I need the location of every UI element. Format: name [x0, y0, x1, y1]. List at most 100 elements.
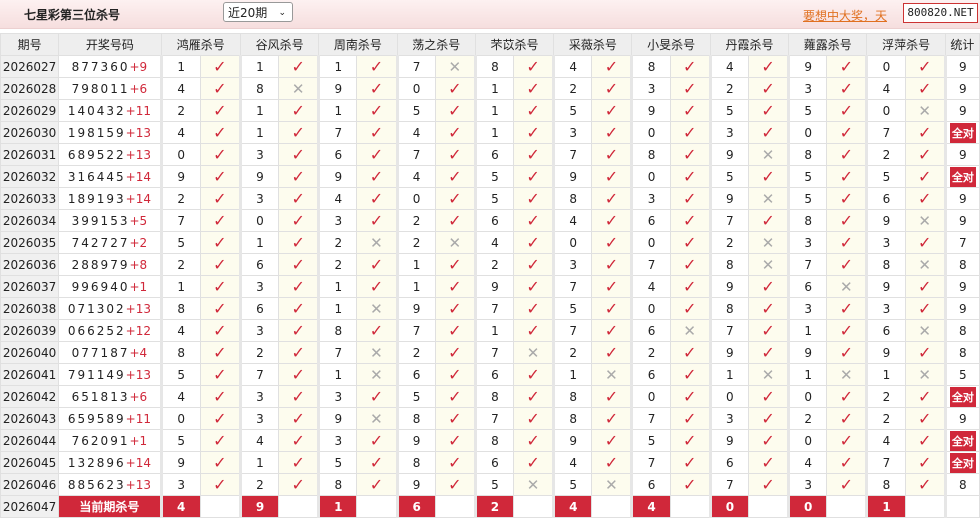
- result-mark-cell: ✕: [356, 407, 398, 430]
- current-kill-value: 1: [865, 495, 906, 518]
- result-mark-cell: ✓: [434, 429, 476, 452]
- check-icon: ✓: [604, 233, 619, 252]
- stat-value: 9: [959, 81, 967, 96]
- kill-value: 3: [238, 407, 280, 430]
- result-mark-cell: ✓: [669, 429, 711, 452]
- table-row: 2026039 066252+12 4 ✓ 3 ✓ 8 ✓ 7 ✓ 1 ✓ 7 ✓ 6 ✕ 7 ✓ 1 ✓ 6 ✕ 8: [0, 319, 980, 342]
- current-kill-value: 4: [159, 495, 201, 518]
- kill-value: 1: [787, 363, 828, 386]
- kill-value: 8: [473, 385, 515, 408]
- check-icon: ✓: [526, 299, 540, 318]
- kill-value: 1: [473, 319, 515, 342]
- draw-numbers-cell: 071302+13: [58, 297, 162, 320]
- kill-value: 0: [630, 297, 671, 320]
- kill-value: 4: [395, 121, 436, 144]
- kill-value: 5: [787, 165, 828, 188]
- result-mark-cell: ✓: [356, 275, 398, 298]
- result-mark-cell: ✕: [356, 231, 398, 254]
- check-icon: ✓: [761, 79, 775, 98]
- result-mark-cell: ✓: [434, 187, 476, 210]
- result-mark-cell: ✓: [591, 407, 633, 430]
- check-icon: ✓: [683, 387, 697, 406]
- draw-numbers: 877360: [71, 59, 130, 74]
- cross-icon: ✕: [370, 299, 383, 318]
- result-mark-cell: ✓: [826, 165, 868, 188]
- result-mark-cell: ✕: [747, 253, 790, 276]
- kill-value: 0: [787, 385, 828, 408]
- period-range-select[interactable]: 近20期 ⌄: [223, 2, 293, 22]
- period-cell: 2026034: [0, 209, 60, 232]
- check-icon: ✓: [369, 101, 384, 120]
- check-icon: ✓: [683, 475, 697, 494]
- result-mark-cell: ✓: [669, 77, 711, 100]
- draw-sum: +4: [129, 345, 148, 360]
- draw-sum: +1: [129, 433, 148, 448]
- result-mark-cell: ✕: [904, 99, 946, 122]
- result-mark-cell: ✓: [434, 209, 476, 232]
- check-icon: ✓: [526, 233, 540, 252]
- kill-value: 3: [865, 231, 906, 254]
- result-mark-cell: ✓: [669, 275, 711, 298]
- check-icon: ✓: [369, 431, 384, 450]
- result-mark-cell: ✓: [512, 121, 555, 144]
- result-mark-cell: ✓: [278, 121, 320, 144]
- table-row: 2026030 198159+13 4 ✓ 1 ✓ 7 ✓ 4 ✓ 1 ✓ 3 ✓ 0 ✓ 3 ✓ 0 ✓ 7 ✓ 全对: [0, 121, 980, 144]
- check-icon: ✓: [604, 321, 619, 340]
- kill-value: 9: [865, 275, 906, 298]
- kill-value: 1: [395, 253, 436, 276]
- cross-icon: ✕: [761, 255, 775, 274]
- cross-icon: ✕: [370, 343, 383, 362]
- kill-value: 3: [317, 209, 358, 232]
- kill-value: 2: [865, 385, 906, 408]
- draw-numbers: 066252: [67, 323, 126, 338]
- result-mark-cell: ✓: [434, 319, 476, 342]
- kill-value: 7: [787, 253, 828, 276]
- result-mark-cell: ✓: [199, 385, 241, 408]
- check-icon: ✓: [604, 167, 619, 186]
- result-mark-cell: ✓: [199, 55, 241, 78]
- result-mark-cell: ✓: [199, 187, 241, 210]
- result-mark-cell: ✓: [434, 363, 476, 386]
- draw-numbers: 399153: [71, 213, 130, 228]
- check-icon: ✓: [917, 453, 932, 472]
- check-icon: ✓: [291, 123, 305, 142]
- result-mark-cell: ✓: [591, 275, 633, 298]
- kill-value: 4: [865, 77, 906, 100]
- result-mark-cell: ✓: [199, 209, 241, 232]
- check-icon: ✓: [839, 321, 854, 340]
- empty-cell: [826, 495, 868, 518]
- page-title: 七星彩第三位杀号: [24, 8, 121, 22]
- check-icon: ✓: [448, 475, 462, 494]
- kill-value: 8: [552, 187, 593, 210]
- cross-icon: ✕: [448, 57, 462, 76]
- kill-value: 6: [473, 451, 515, 474]
- stat-value: 9: [959, 301, 967, 316]
- check-icon: ✓: [291, 101, 305, 120]
- check-icon: ✓: [213, 211, 227, 230]
- cross-icon: ✕: [291, 79, 305, 98]
- current-kill-value: 0: [708, 495, 749, 518]
- site-badge[interactable]: 800820.NET: [903, 3, 978, 23]
- result-mark-cell: ✓: [591, 187, 633, 210]
- kill-value: 9: [708, 275, 749, 298]
- period-cell: 2026035: [0, 231, 60, 254]
- result-mark-cell: ✓: [278, 209, 320, 232]
- kill-value: 8: [630, 55, 671, 78]
- promo-link[interactable]: 要想中大奖，天: [803, 9, 888, 23]
- check-icon: ✓: [213, 343, 227, 362]
- result-mark-cell: ✓: [512, 165, 555, 188]
- kill-value: 4: [865, 429, 906, 452]
- top-bar: 七星彩第三位杀号 近20期 ⌄ 要想中大奖，天 800820.NET: [0, 0, 980, 29]
- check-icon: ✓: [683, 101, 697, 120]
- check-icon: ✓: [683, 57, 697, 76]
- kill-value: 3: [552, 121, 593, 144]
- check-icon: ✓: [213, 57, 227, 76]
- period-cell: 2026043: [0, 407, 60, 430]
- result-mark-cell: ✓: [591, 143, 633, 166]
- result-mark-cell: ✓: [434, 451, 476, 474]
- check-icon: ✓: [839, 101, 854, 120]
- result-mark-cell: ✓: [434, 99, 476, 122]
- check-icon: ✓: [526, 255, 540, 274]
- cross-icon: ✕: [448, 233, 462, 252]
- result-mark-cell: ✓: [826, 143, 868, 166]
